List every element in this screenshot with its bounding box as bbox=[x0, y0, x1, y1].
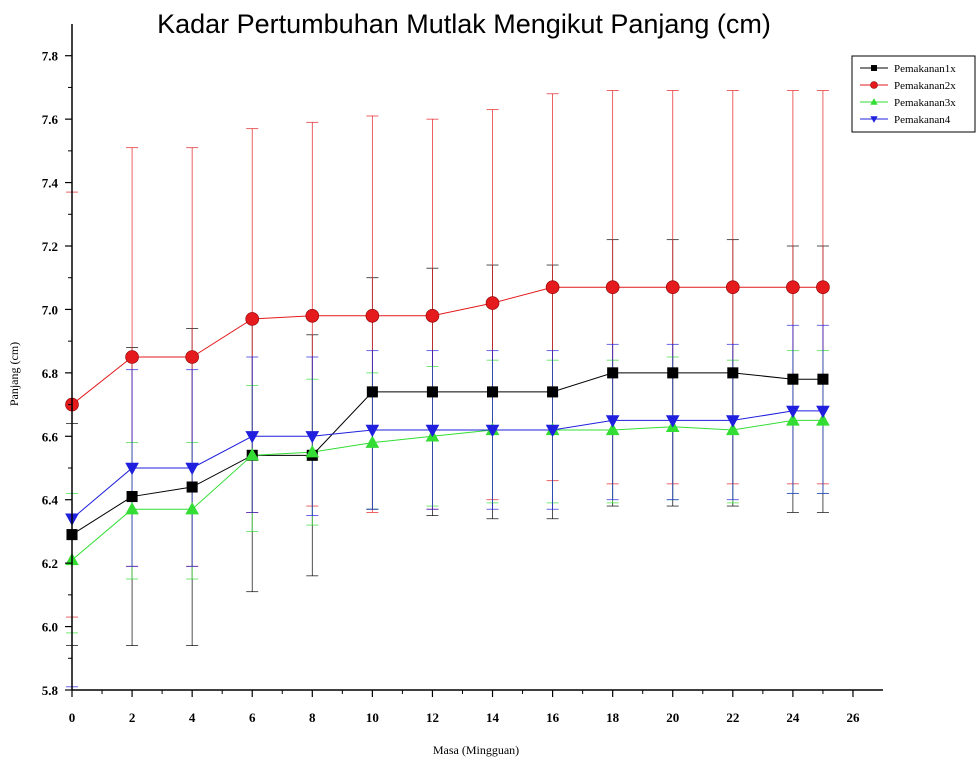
x-tick-label: 14 bbox=[486, 710, 500, 725]
x-tick-label: 26 bbox=[846, 710, 860, 725]
data-point bbox=[305, 431, 320, 444]
x-tick-label: 2 bbox=[129, 710, 136, 725]
data-point bbox=[607, 367, 619, 379]
legend-label: Pemakanan2x bbox=[894, 80, 956, 92]
y-tick-label: 7.6 bbox=[42, 112, 59, 127]
data-point bbox=[185, 462, 199, 476]
legend-marker bbox=[870, 116, 878, 123]
data-point bbox=[245, 312, 260, 326]
data-point bbox=[365, 435, 380, 448]
data-point bbox=[817, 373, 829, 385]
data-point bbox=[605, 415, 620, 428]
data-point bbox=[305, 308, 320, 323]
data-point bbox=[425, 308, 440, 323]
data-point bbox=[787, 373, 799, 385]
data-point bbox=[365, 424, 380, 438]
x-tick-label: 22 bbox=[726, 710, 739, 725]
x-tick-label: 4 bbox=[189, 710, 196, 725]
y-tick-label: 7.4 bbox=[42, 176, 59, 191]
legend-label: Pemakanan3x bbox=[894, 97, 956, 109]
chart-title: Kadar Pertumbuhan Mutlak Mengikut Panjan… bbox=[157, 9, 771, 39]
data-point bbox=[727, 367, 739, 379]
data-point bbox=[245, 431, 260, 444]
x-axis-title: Masa (Mingguan) bbox=[433, 743, 519, 757]
data-point bbox=[366, 386, 378, 398]
data-point bbox=[605, 280, 620, 295]
x-tick-label: 10 bbox=[366, 710, 379, 725]
data-point bbox=[426, 386, 438, 398]
data-point bbox=[816, 413, 830, 426]
axes: 5.86.06.26.46.66.87.07.27.47.67.80 2 4 6 8 10… bbox=[42, 24, 883, 725]
y-tick-label: 7.0 bbox=[42, 302, 58, 317]
y-tick-label: 6.0 bbox=[42, 620, 58, 635]
data-point bbox=[365, 308, 380, 323]
y-axis-title: Panjang (cm) bbox=[7, 342, 21, 406]
data-point bbox=[667, 367, 679, 379]
series-line bbox=[71, 286, 823, 405]
data-point bbox=[725, 415, 740, 428]
x-tick-label: 6 bbox=[249, 710, 256, 725]
y-tick-label: 7.8 bbox=[42, 49, 59, 64]
data-point bbox=[485, 424, 500, 438]
data-point bbox=[545, 280, 560, 295]
data-point bbox=[305, 444, 320, 458]
data-point bbox=[726, 280, 740, 295]
data-point bbox=[486, 386, 499, 398]
data-point bbox=[545, 424, 560, 438]
series-line bbox=[71, 410, 823, 520]
data-point bbox=[125, 502, 139, 515]
data-point bbox=[725, 422, 740, 436]
legend-marker bbox=[870, 81, 878, 89]
legend-label: Pemakanan1x bbox=[894, 63, 956, 75]
x-tick-label: 24 bbox=[786, 710, 800, 725]
data-point bbox=[485, 296, 500, 310]
data-point bbox=[665, 415, 680, 428]
data-point bbox=[186, 481, 198, 493]
data-point bbox=[786, 405, 800, 419]
legend: Pemakanan1x Pemakanan2x Pemakanan3x Pemakan… bbox=[851, 55, 976, 133]
y-tick-label: 7.2 bbox=[42, 239, 58, 254]
data-point bbox=[425, 424, 440, 438]
series-line bbox=[71, 419, 823, 561]
data-point bbox=[816, 280, 830, 295]
series-markers bbox=[65, 280, 830, 566]
legend-marker bbox=[871, 65, 877, 71]
x-tick-label: 0 bbox=[69, 710, 76, 725]
x-tick-label: 16 bbox=[546, 710, 560, 725]
data-point bbox=[185, 502, 199, 515]
legend-label: Pemakanan4 bbox=[894, 114, 951, 126]
data-point bbox=[185, 350, 199, 364]
x-tick-label: 18 bbox=[606, 710, 620, 725]
y-tick-label: 6.6 bbox=[42, 429, 59, 444]
data-point bbox=[786, 280, 800, 295]
legend-marker bbox=[870, 98, 878, 105]
x-tick-label: 12 bbox=[426, 710, 439, 725]
data-point bbox=[245, 448, 260, 461]
data-point bbox=[816, 405, 830, 419]
data-point bbox=[126, 491, 138, 503]
series-lines bbox=[71, 286, 823, 561]
data-point bbox=[605, 422, 620, 436]
data-point bbox=[547, 386, 559, 398]
x-tick-label: 20 bbox=[666, 710, 679, 725]
data-point bbox=[125, 350, 139, 364]
data-point bbox=[786, 413, 800, 426]
y-tick-label: 5.8 bbox=[42, 683, 59, 698]
series-line bbox=[71, 372, 823, 536]
y-tick-label: 6.2 bbox=[42, 556, 58, 571]
error-bars bbox=[66, 90, 829, 688]
data-point bbox=[125, 462, 139, 476]
data-point bbox=[665, 280, 680, 295]
y-tick-label: 6.8 bbox=[42, 366, 59, 381]
y-tick-label: 6.4 bbox=[42, 493, 59, 508]
x-tick-label: 8 bbox=[309, 710, 316, 725]
